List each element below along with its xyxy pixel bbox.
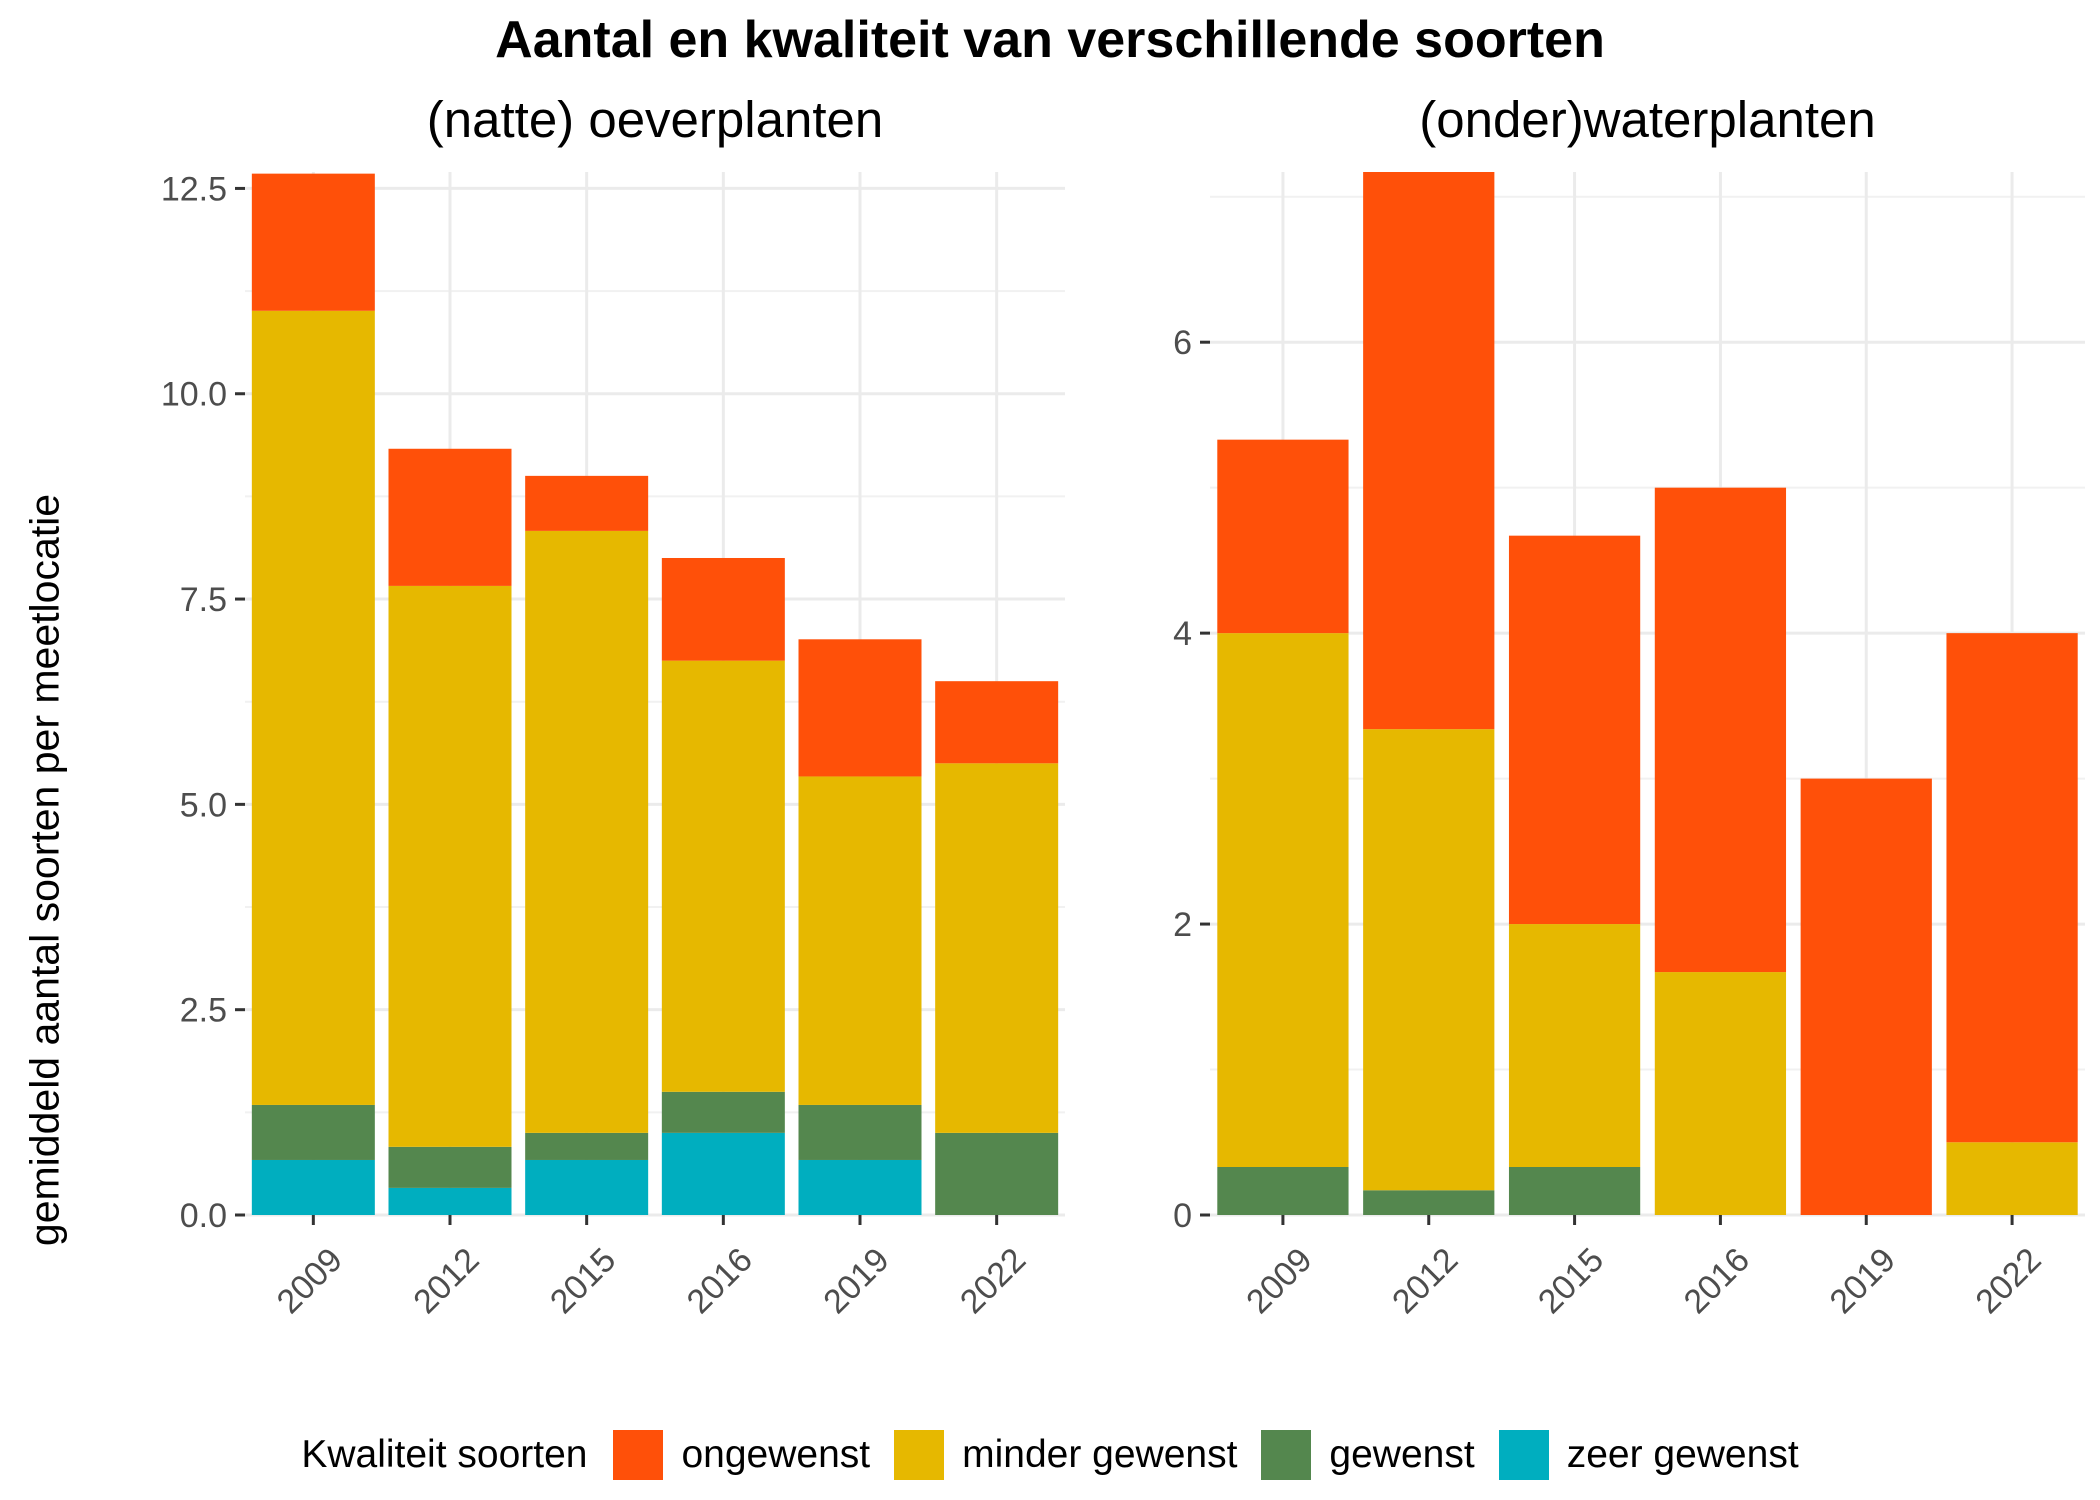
legend-item-ongewenst: ongewenst [613, 1430, 870, 1480]
x-tick-label: 2016 [1677, 1241, 1757, 1321]
bar-ongewenst-2022 [1946, 633, 2078, 1143]
bar-minder-gewenst-2022 [1946, 1142, 2078, 1215]
bar-minder-gewenst-2009 [251, 310, 375, 1105]
legend-swatch-zeer-gewenst [1498, 1430, 1549, 1480]
x-tick-label: 2016 [680, 1241, 760, 1321]
bar-gewenst-2009 [1217, 1166, 1349, 1215]
legend-title: Kwaliteit soorten [301, 1433, 588, 1476]
x-tick-label: 2012 [1385, 1241, 1465, 1321]
panel-title-oeverplanten: (natte) oeverplanten [426, 91, 884, 148]
y-tick-label: 4 [1173, 615, 1192, 653]
bar-gewenst-2012 [388, 1146, 512, 1188]
bar-gewenst-2015 [1508, 1166, 1641, 1215]
y-tick-label: 5.0 [180, 786, 227, 824]
x-tick-label: 2022 [1968, 1241, 2048, 1321]
bar-minder-gewenst-2015 [525, 530, 649, 1133]
y-tick-label: 0 [1173, 1197, 1192, 1235]
legend-item-minder-gewenst: minder gewenst [894, 1430, 1237, 1480]
bar-minder-gewenst-2016 [1654, 972, 1787, 1215]
bar-ongewenst-2022 [935, 681, 1059, 764]
bar-ongewenst-2009 [1217, 439, 1349, 634]
legend-item-gewenst: gewenst [1261, 1430, 1475, 1480]
legend-label-minder-gewenst: minder gewenst [962, 1433, 1238, 1476]
x-tick-label: 2012 [406, 1241, 486, 1321]
bar-ongewenst-2016 [661, 557, 785, 661]
x-tick-label: 2019 [1823, 1241, 1903, 1321]
bar-gewenst-2022 [935, 1132, 1059, 1215]
bar-minder-gewenst-2016 [661, 660, 785, 1092]
bar-minder-gewenst-2012 [388, 585, 512, 1147]
y-tick-label: 12.5 [161, 170, 227, 208]
legend-item-zeer-gewenst: zeer gewenst [1498, 1430, 1799, 1480]
y-tick-label: 0.0 [180, 1197, 227, 1235]
legend-swatch-gewenst [1261, 1430, 1312, 1480]
bar-minder-gewenst-2012 [1363, 729, 1495, 1191]
y-tick-label: 2 [1173, 906, 1192, 944]
legend-swatch-ongewenst [613, 1430, 664, 1480]
bar-gewenst-2019 [798, 1104, 922, 1160]
y-tick-label: 7.5 [180, 581, 227, 619]
bar-gewenst-2012 [1363, 1190, 1495, 1215]
bar-ongewenst-2019 [1800, 778, 1932, 1215]
bar-ongewenst-2012 [1363, 172, 1495, 730]
panel-onder-waterplanten: 0 2 4 6 2009 2012 2015 2016 2019 2022 [1173, 172, 2085, 1321]
bar-ongewenst-2012 [388, 448, 512, 586]
y-tick-label: 10.0 [161, 376, 227, 414]
bar-zeer-gewenst-2009 [251, 1159, 375, 1215]
bar-ongewenst-2019 [798, 639, 922, 777]
bar-minder-gewenst-2022 [935, 763, 1059, 1133]
legend-label-gewenst: gewenst [1329, 1433, 1475, 1476]
bar-gewenst-2016 [661, 1091, 785, 1133]
bar-ongewenst-2016 [1654, 487, 1787, 973]
bar-ongewenst-2015 [1508, 535, 1641, 925]
bar-minder-gewenst-2019 [798, 776, 922, 1105]
bar-ongewenst-2009 [251, 173, 375, 311]
legend-label-zeer-gewenst: zeer gewenst [1566, 1433, 1799, 1476]
x-tick-label: 2022 [953, 1241, 1033, 1321]
bar-zeer-gewenst-2015 [525, 1159, 649, 1215]
bar-ongewenst-2015 [525, 475, 649, 531]
chart-title: Aantal en kwaliteit van verschillende so… [495, 11, 1605, 69]
bar-zeer-gewenst-2012 [388, 1187, 512, 1215]
bar-gewenst-2015 [525, 1132, 649, 1160]
legend-swatch-minder-gewenst [894, 1430, 945, 1480]
bar-minder-gewenst-2009 [1217, 633, 1349, 1167]
x-tick-label: 2015 [1531, 1241, 1611, 1321]
panel-title-waterplanten: (onder)waterplanten [1419, 91, 1876, 148]
bar-gewenst-2009 [251, 1104, 375, 1160]
x-tick-label: 2015 [543, 1241, 623, 1321]
y-tick-label: 6 [1173, 324, 1192, 362]
bar-zeer-gewenst-2016 [661, 1132, 785, 1215]
x-tick-label: 2009 [270, 1241, 350, 1321]
bar-zeer-gewenst-2019 [798, 1159, 922, 1215]
legend: Kwaliteit soorten ongewenst minder gewen… [0, 1425, 2100, 1485]
x-tick-label: 2019 [816, 1241, 896, 1321]
x-tick-label: 2009 [1239, 1241, 1319, 1321]
legend-label-ongewenst: ongewenst [681, 1433, 871, 1476]
y-tick-label: 2.5 [180, 992, 227, 1030]
bar-minder-gewenst-2015 [1508, 924, 1641, 1167]
panel-natte-oeverplanten: 0.0 2.5 5.0 7.5 10.0 12.5 2009 2012 2015 2016 2019… [161, 170, 1065, 1321]
